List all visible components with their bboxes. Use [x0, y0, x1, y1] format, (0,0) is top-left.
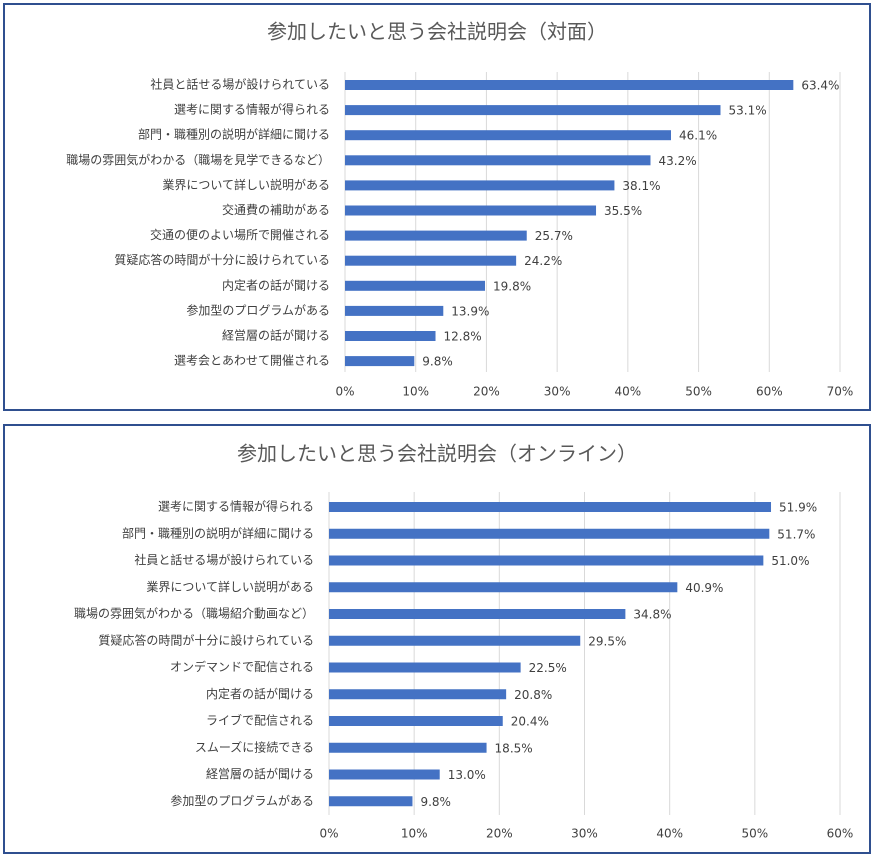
- y-tick-label: 参加型のプログラムがある: [170, 793, 314, 808]
- value-label: 51.7%: [777, 527, 815, 541]
- y-tick-label: 職場の雰囲気がわかる（職場紹介動画など）: [74, 606, 314, 621]
- value-label: 22.5%: [529, 661, 567, 675]
- bar: [345, 80, 794, 90]
- bar: [329, 635, 581, 646]
- bar: [345, 130, 671, 141]
- bar: [345, 280, 486, 291]
- x-tick-label: 20%: [486, 827, 513, 841]
- value-label: 9.8%: [420, 795, 451, 809]
- y-tick-label: オンデマンドで配信される: [170, 659, 314, 674]
- bar: [329, 609, 626, 619]
- value-label: 51.0%: [771, 554, 809, 568]
- value-label: 19.8%: [493, 279, 531, 293]
- y-tick-label: 部門・職種別の説明が詳細に聞ける: [122, 525, 314, 540]
- bar: [345, 155, 651, 166]
- y-tick-label: 業界について詳しい説明がある: [162, 177, 330, 192]
- x-tick-label: 60%: [756, 385, 783, 399]
- bar: [345, 331, 436, 341]
- y-tick-label: 業界について詳しい説明がある: [146, 579, 314, 594]
- bar: [345, 356, 415, 367]
- y-tick-label: 部門・職種別の説明が詳細に聞ける: [138, 127, 330, 142]
- y-tick-label: 質疑応答の時間が十分に設けられている: [114, 252, 330, 267]
- y-tick-label: 社員と話せる場が設けられている: [134, 552, 314, 567]
- bar: [329, 796, 413, 807]
- y-tick-label: ライブで配信される: [206, 713, 314, 728]
- value-label: 51.9%: [779, 501, 817, 515]
- chart-title: 参加したいと思う会社説明会（対面）: [267, 20, 607, 44]
- bar: [329, 662, 521, 673]
- y-tick-label: 選考会とあわせて開催される: [174, 354, 330, 368]
- y-tick-label: 内定者の話が聞ける: [206, 686, 314, 701]
- x-tick-label: 50%: [685, 385, 712, 399]
- x-tick-label: 20%: [473, 385, 500, 399]
- bar: [329, 716, 503, 726]
- bar: [329, 769, 440, 780]
- y-tick-label: スムーズに接続できる: [195, 739, 314, 754]
- value-label: 9.8%: [422, 355, 453, 369]
- bar: [345, 305, 444, 316]
- value-label: 29.5%: [588, 634, 626, 648]
- bar: [345, 205, 597, 216]
- value-label: 38.1%: [622, 179, 660, 193]
- y-tick-label: 職場の雰囲気がわかる（職場を見学できるなど）: [66, 152, 330, 167]
- value-label: 25.7%: [535, 229, 573, 243]
- bar: [345, 230, 527, 241]
- value-label: 46.1%: [679, 129, 717, 143]
- bar: [345, 180, 615, 191]
- value-label: 34.8%: [633, 608, 671, 622]
- bar: [329, 689, 507, 700]
- x-tick-label: 30%: [544, 385, 571, 399]
- value-label: 18.5%: [495, 741, 533, 755]
- x-tick-label: 50%: [741, 827, 768, 841]
- y-tick-label: 経営層の話が聞ける: [206, 766, 314, 781]
- y-tick-label: 社員と話せる場が設けられている: [150, 77, 330, 92]
- value-label: 40.9%: [685, 581, 723, 595]
- bar: [329, 528, 770, 539]
- x-tick-label: 10%: [401, 827, 428, 841]
- value-label: 43.2%: [658, 154, 696, 168]
- x-tick-label: 70%: [827, 385, 854, 399]
- bar: [329, 555, 764, 566]
- value-label: 63.4%: [801, 79, 839, 93]
- bar: [329, 582, 678, 593]
- value-label: 12.8%: [444, 330, 482, 344]
- bar: [345, 255, 517, 266]
- bar: [329, 502, 772, 512]
- y-tick-label: 交通の便のよい場所で開催される: [150, 227, 330, 242]
- value-label: 20.4%: [511, 715, 549, 729]
- value-label: 53.1%: [728, 104, 766, 118]
- x-tick-label: 10%: [402, 385, 429, 399]
- value-label: 35.5%: [604, 204, 642, 218]
- x-tick-label: 40%: [615, 385, 642, 399]
- value-label: 20.8%: [514, 688, 552, 702]
- bar: [345, 105, 721, 116]
- value-label: 13.0%: [448, 768, 486, 782]
- y-tick-label: 選考に関する情報が得られる: [158, 499, 314, 514]
- y-tick-label: 参加型のプログラムがある: [186, 302, 330, 317]
- x-tick-label: 0%: [319, 827, 338, 841]
- x-tick-label: 40%: [656, 827, 683, 841]
- bar: [329, 742, 487, 753]
- x-tick-label: 60%: [827, 827, 854, 841]
- y-tick-label: 内定者の話が聞ける: [222, 277, 330, 292]
- value-label: 13.9%: [451, 304, 489, 318]
- y-tick-label: 経営層の話が聞ける: [222, 328, 330, 343]
- y-tick-label: 交通費の補助がある: [222, 202, 330, 217]
- x-tick-label: 0%: [335, 385, 354, 399]
- y-tick-label: 選考に関する情報が得られる: [174, 102, 330, 117]
- chart-title: 参加したいと思う会社説明会（オンライン）: [237, 442, 637, 466]
- x-tick-label: 30%: [571, 827, 598, 841]
- value-label: 24.2%: [524, 254, 562, 268]
- y-tick-label: 質疑応答の時間が十分に設けられている: [98, 632, 314, 647]
